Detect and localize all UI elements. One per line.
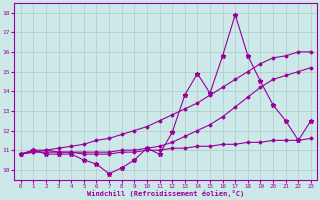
X-axis label: Windchill (Refroidissement éolien,°C): Windchill (Refroidissement éolien,°C) (87, 190, 244, 197)
